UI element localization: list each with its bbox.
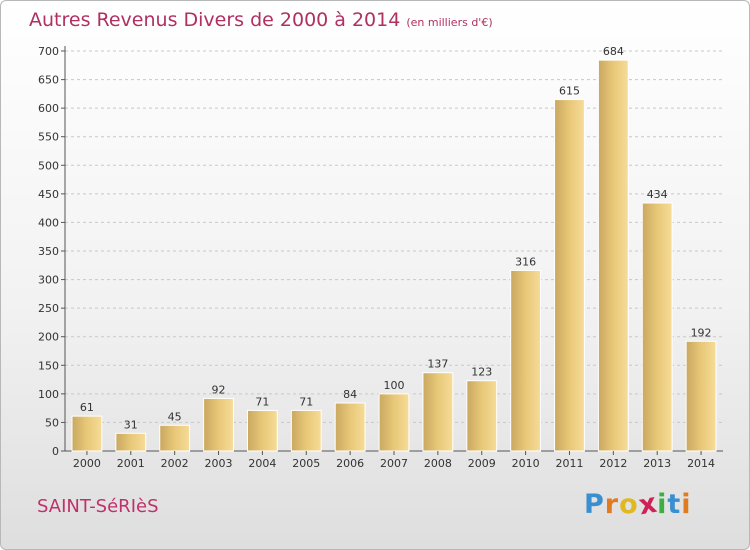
x-tick-label: 2014 (687, 457, 715, 470)
y-tick-label: 150 (38, 359, 59, 372)
x-tick-label: 2009 (468, 457, 496, 470)
x-tick-label: 2007 (380, 457, 408, 470)
data-label: 84 (343, 388, 357, 401)
data-label: 137 (427, 358, 448, 371)
bar (554, 99, 585, 452)
x-tick-label: 2011 (555, 457, 583, 470)
bar (466, 380, 498, 452)
data-label: 61 (80, 401, 94, 414)
x-tick-label: 2000 (73, 457, 101, 470)
data-label: 92 (212, 383, 226, 396)
bar (203, 397, 234, 452)
bar (246, 409, 278, 452)
x-tick-label: 2002 (161, 457, 189, 470)
bar (334, 402, 366, 452)
bar (685, 340, 717, 452)
x-tick-label: 2001 (117, 457, 145, 470)
bar (378, 393, 410, 452)
x-tick-label: 2008 (424, 457, 452, 470)
data-label: 31 (124, 418, 138, 431)
bar (510, 269, 542, 452)
y-tick-label: 100 (38, 388, 59, 401)
x-tick-label: 2013 (643, 457, 671, 470)
logo-letter: o (619, 489, 639, 520)
proxiti-logo: Proxiti (584, 488, 692, 522)
x-tick-label: 2012 (599, 457, 627, 470)
data-label: 684 (603, 45, 624, 58)
y-tick-label: 600 (38, 102, 59, 115)
y-tick-label: 650 (38, 74, 59, 87)
y-tick-label: 0 (52, 445, 59, 458)
bar (71, 415, 103, 452)
bar (115, 432, 147, 452)
y-tick-label: 400 (38, 216, 59, 229)
x-tick-label: 2010 (512, 457, 540, 470)
data-label: 100 (384, 379, 405, 392)
bar (641, 202, 673, 452)
y-tick-label: 300 (38, 274, 59, 287)
y-tick-label: 50 (45, 416, 59, 429)
bar (597, 59, 629, 452)
data-label: 434 (647, 188, 668, 201)
x-tick-label: 2006 (336, 457, 364, 470)
data-label: 71 (255, 395, 269, 408)
y-tick-label: 550 (38, 131, 59, 144)
data-label: 45 (168, 410, 182, 423)
chart-title-text: Autres Revenus Divers de 2000 à 2014 (29, 9, 401, 31)
data-label: 71 (299, 395, 313, 408)
logo-letter: i (681, 489, 692, 520)
bar (159, 424, 191, 452)
place-name: SAINT-SéRIèS (37, 496, 159, 517)
y-tick-label: 450 (38, 188, 59, 201)
data-label: 316 (515, 255, 536, 268)
chart-title: Autres Revenus Divers de 2000 à 2014 (en … (29, 9, 493, 31)
x-tick-label: 2003 (205, 457, 233, 470)
y-tick-label: 700 (38, 45, 59, 58)
data-label: 615 (559, 85, 580, 98)
x-tick-label: 2005 (292, 457, 320, 470)
y-tick-label: 500 (38, 159, 59, 172)
logo-letter: t (667, 489, 682, 520)
bar (422, 372, 454, 452)
chart-subtitle: (en milliers d'€) (406, 16, 493, 29)
y-tick-label: 250 (38, 302, 59, 315)
y-tick-label: 350 (38, 245, 59, 258)
data-label: 192 (691, 326, 712, 339)
y-tick-label: 200 (38, 331, 59, 344)
logo-letter: P (584, 489, 605, 520)
data-label: 123 (471, 366, 492, 379)
logo-letter: i (657, 489, 668, 520)
x-tick-label: 2004 (248, 457, 276, 470)
bar (290, 409, 322, 452)
logo-letter: r (604, 489, 620, 520)
